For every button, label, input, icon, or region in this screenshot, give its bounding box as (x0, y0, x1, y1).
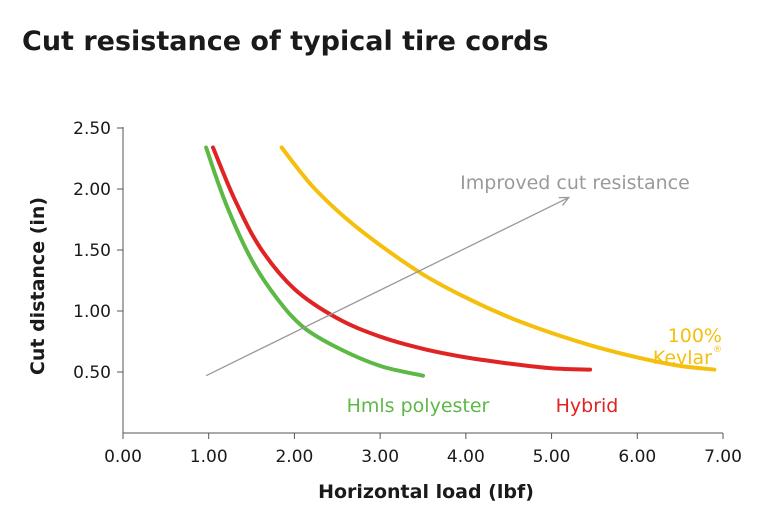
x-tick-label: 4.00 (447, 447, 485, 467)
x-tick-label: 6.00 (618, 447, 656, 467)
x-tick-label: 2.00 (275, 447, 313, 467)
series-label: Hmls polyester (347, 395, 490, 417)
y-axis-label: Cut distance (in) (27, 197, 49, 375)
y-tick-label: 0.50 (73, 363, 111, 383)
x-tick-label: 1.00 (190, 447, 228, 467)
x-tick-label: 7.00 (704, 447, 742, 467)
x-axis-label: Horizontal load (lbf) (318, 481, 534, 503)
y-tick-label: 2.00 (73, 180, 111, 200)
y-tick-label: 1.50 (73, 241, 111, 261)
series-label: Hybrid (556, 395, 619, 417)
series-line-1 (211, 145, 593, 372)
annotation-text: Improved cut resistance (460, 172, 690, 194)
annotation-arrow (205, 196, 570, 377)
x-tick-label: 0.00 (104, 447, 142, 467)
x-tick-label: 5.00 (533, 447, 571, 467)
series-label: Kevlar (653, 347, 712, 369)
y-tick-label: 1.00 (73, 302, 111, 322)
series-line-0 (204, 145, 425, 378)
series-label: 100% (668, 325, 722, 347)
y-tick-label: 2.50 (73, 119, 111, 139)
annotation-layer: Improved cut resistance (205, 172, 690, 377)
x-tick-label: 3.00 (361, 447, 399, 467)
series-layer: Hmls polyester Hybrid 100%Kevlar ® (204, 145, 722, 417)
series-label-mark: ® (713, 345, 722, 355)
axes: 0.00 1.00 2.00 3.00 4.00 5.00 6.00 7.00 0.50 1.00… (73, 119, 742, 467)
annotation-arrowhead (558, 196, 571, 206)
series-line-2 (279, 145, 717, 372)
chart-title: Cut resistance of typical tire cords (22, 26, 549, 57)
